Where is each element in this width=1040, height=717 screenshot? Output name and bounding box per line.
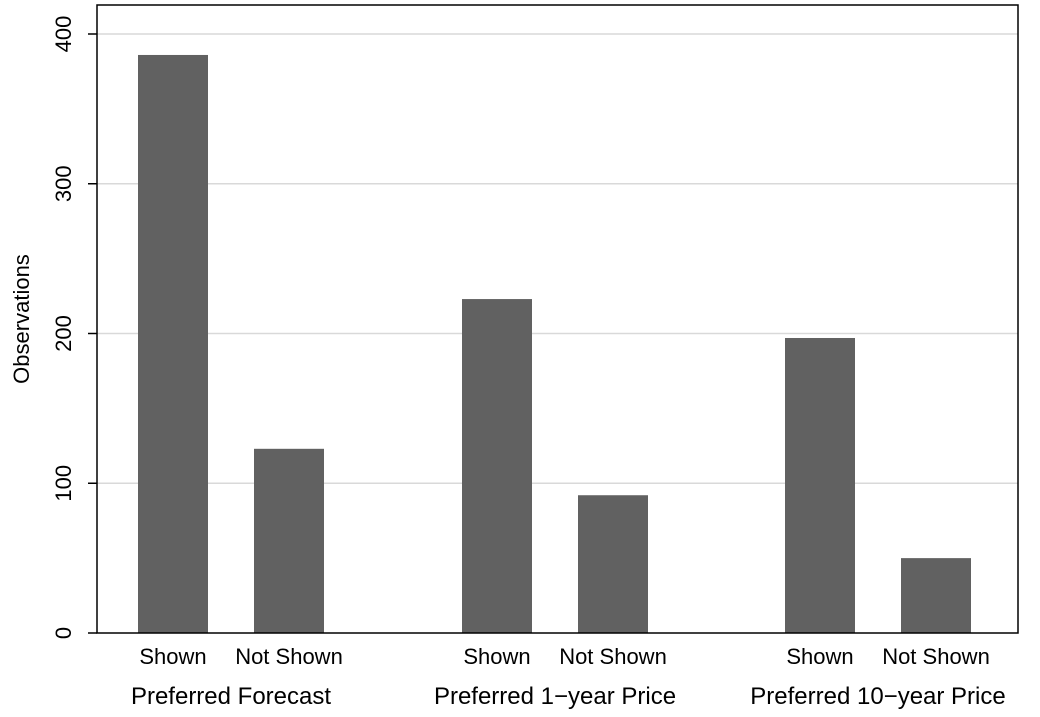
bar [254, 448, 324, 633]
bars [138, 54, 971, 633]
x-category-label: Shown [139, 644, 206, 669]
y-tick-label: 200 [51, 315, 76, 352]
y-tick-label: 0 [51, 627, 76, 639]
x-group-label: Preferred 10−year Price [750, 683, 1005, 710]
x-category-label: Not Shown [882, 644, 990, 669]
x-category-label: Shown [463, 644, 530, 669]
y-axis-label: Observations [9, 254, 34, 384]
plot-frame [96, 4, 1019, 634]
bar [462, 299, 532, 633]
x-category-label: Not Shown [559, 644, 667, 669]
bar [578, 495, 648, 633]
bar [138, 54, 208, 633]
x-category-label: Not Shown [235, 644, 343, 669]
y-tick-label: 300 [51, 165, 76, 202]
bar [785, 337, 855, 633]
x-group-label: Preferred 1−year Price [434, 683, 676, 710]
bar [901, 558, 971, 633]
y-axis: 0 100 200 300 400 [51, 16, 97, 639]
y-tick-label: 100 [51, 465, 76, 502]
x-group-label: Preferred Forecast [131, 683, 331, 710]
x-category-label: Shown [786, 644, 853, 669]
grid-lines [97, 33, 1018, 484]
y-tick-label: 400 [51, 16, 76, 53]
x-axis: Shown Not Shown Preferred Forecast Shown Not… [131, 644, 1006, 710]
